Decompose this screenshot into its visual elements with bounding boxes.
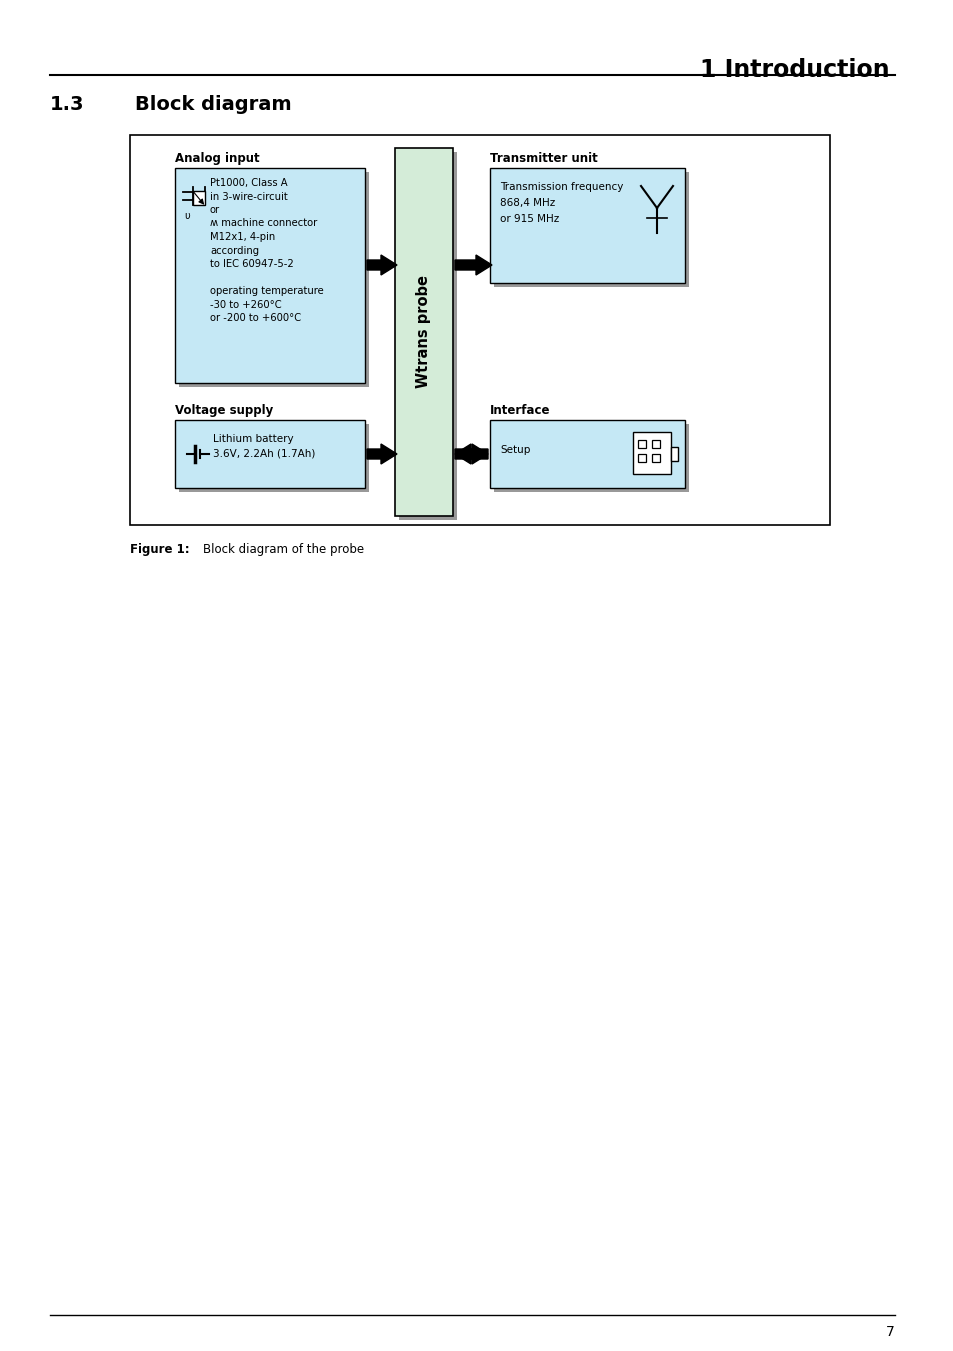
Text: or -200 to +600°C: or -200 to +600°C: [210, 313, 301, 323]
Bar: [174, 168, 365, 382]
Text: operating temperature: operating temperature: [210, 286, 323, 296]
Bar: [130, 135, 829, 526]
Text: Figure 1:: Figure 1:: [130, 543, 190, 557]
Text: Transmission frequency: Transmission frequency: [499, 182, 622, 192]
Bar: [395, 149, 453, 516]
Bar: [490, 420, 684, 488]
Bar: [398, 153, 456, 520]
Bar: [651, 440, 659, 449]
Text: in 3-wire-circuit: in 3-wire-circuit: [210, 192, 288, 201]
Text: Lithium battery: Lithium battery: [213, 434, 294, 444]
Bar: [638, 454, 645, 462]
Text: Voltage supply: Voltage supply: [174, 404, 273, 417]
Bar: [193, 190, 205, 205]
Bar: [494, 424, 688, 492]
FancyArrow shape: [367, 444, 396, 463]
Text: Block diagram of the probe: Block diagram of the probe: [188, 543, 364, 557]
Text: M12x1, 4-pin: M12x1, 4-pin: [210, 232, 275, 242]
FancyArrow shape: [367, 255, 396, 276]
Text: υ: υ: [184, 211, 190, 222]
Bar: [670, 447, 678, 461]
Text: 1.3: 1.3: [50, 95, 85, 113]
Text: ʍ machine connector: ʍ machine connector: [210, 219, 317, 228]
FancyArrow shape: [455, 444, 488, 463]
Bar: [179, 172, 369, 386]
Bar: [633, 432, 670, 474]
FancyArrow shape: [455, 255, 492, 276]
Text: -30 to +260°C: -30 to +260°C: [210, 300, 281, 309]
Text: or: or: [210, 205, 220, 215]
Text: Analog input: Analog input: [174, 153, 259, 165]
Text: Block diagram: Block diagram: [135, 95, 292, 113]
Text: according: according: [210, 246, 259, 255]
Text: 1 Introduction: 1 Introduction: [700, 58, 889, 82]
Bar: [490, 168, 684, 282]
Bar: [651, 454, 659, 462]
Bar: [638, 440, 645, 449]
Bar: [174, 420, 365, 488]
Bar: [179, 424, 369, 492]
FancyArrow shape: [455, 444, 488, 463]
Text: Pt1000, Class A: Pt1000, Class A: [210, 178, 287, 188]
Text: 868,4 MHz: 868,4 MHz: [499, 199, 555, 208]
Text: or 915 MHz: or 915 MHz: [499, 213, 558, 224]
Text: to IEC 60947-5-2: to IEC 60947-5-2: [210, 259, 294, 269]
Text: 7: 7: [885, 1325, 894, 1339]
Text: Interface: Interface: [490, 404, 550, 417]
Text: 3.6V, 2.2Ah (1.7Ah): 3.6V, 2.2Ah (1.7Ah): [213, 449, 315, 458]
Text: Wtrans probe: Wtrans probe: [416, 276, 431, 389]
Text: Transmitter unit: Transmitter unit: [490, 153, 598, 165]
Bar: [494, 172, 688, 286]
Text: Setup: Setup: [499, 444, 530, 455]
